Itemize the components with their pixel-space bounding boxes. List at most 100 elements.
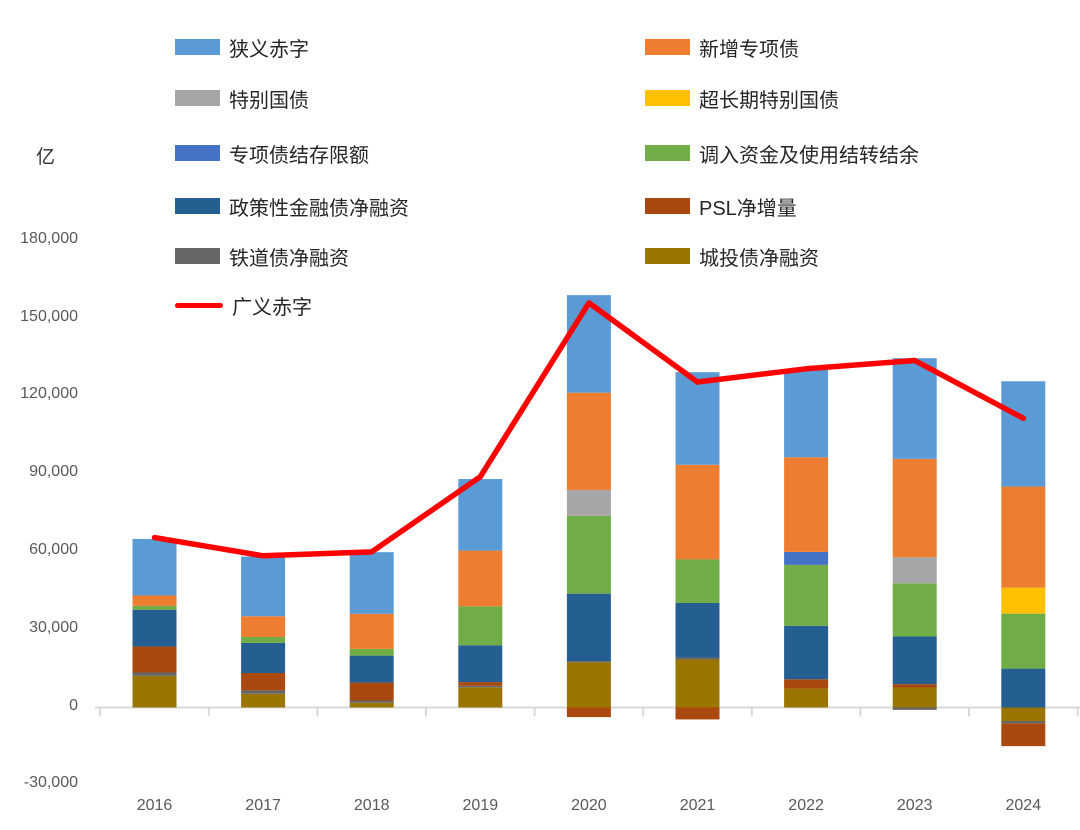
- bar-segment-2024-新增专项债: [1001, 486, 1046, 588]
- legend-item-超长期特别国债: 超长期特别国债: [645, 87, 839, 112]
- legend-item-PSL净增量: PSL净增量: [645, 195, 797, 220]
- legend-label: 铁道债净融资: [229, 247, 349, 270]
- legend-line-swatch-icon: [175, 302, 223, 308]
- bar-segment-2024-政策性金融债净融资: [1001, 668, 1046, 708]
- bar-segment-2016-狭义赤字: [132, 538, 177, 596]
- x-tick-label-2018: 2018: [353, 797, 390, 814]
- y-tick-label: 0: [69, 696, 78, 714]
- bar-segment-2016-铁道债净融资: [132, 672, 177, 676]
- bar-segment-2021-新增专项债: [675, 464, 720, 560]
- legend-swatch-icon: [175, 198, 220, 214]
- legend-label: 政策性金融债净融资: [229, 197, 409, 220]
- x-tick-label-2021: 2021: [679, 797, 716, 814]
- bar-segment-2023-政策性金融债净融资: [892, 636, 937, 685]
- bar-segment-2016-城投债净融资: [132, 675, 177, 708]
- bar-segment-2020-铁道债净融资: [566, 661, 611, 663]
- bar-segment-2016-调入资金及使用结转结余: [132, 605, 177, 610]
- legend-swatch-icon: [645, 198, 690, 214]
- x-tick-label-2019: 2019: [462, 797, 499, 814]
- bar-segment-2018-政策性金融债净融资: [349, 655, 394, 683]
- bar-segment-2023-新增专项债: [892, 458, 937, 558]
- legend-label: 城投债净融资: [699, 247, 819, 270]
- legend-swatch-icon: [645, 248, 690, 264]
- bar-segment-2018-铁道债净融资: [349, 700, 394, 703]
- bar-segment-2016-政策性金融债净融资: [132, 609, 177, 647]
- legend-swatch-icon: [175, 90, 220, 106]
- legend-label: 特别国债: [229, 89, 309, 112]
- bar-segment-2020-狭义赤字: [566, 295, 611, 393]
- legend-item-新增专项债: 新增专项债: [645, 36, 799, 61]
- bar-segment-2019-PSL净增量: [458, 682, 503, 686]
- bar-segment-2020-政策性金融债净融资: [566, 593, 611, 662]
- bar-segment-2022-专项债结存限额: [784, 551, 829, 565]
- x-tick-label-2022: 2022: [788, 797, 824, 814]
- bar-segment-2018-PSL净增量: [349, 682, 394, 701]
- y-tick-label: 150,000: [20, 307, 78, 325]
- bar-segment-2019-城投债净融资: [458, 687, 503, 708]
- bar-segment-2023-调入资金及使用结转结余: [892, 583, 937, 637]
- legend-label: 调入资金及使用结转结余: [699, 144, 919, 167]
- bar-segment-2018-城投债净融资: [349, 702, 394, 708]
- bar-segment-2023-PSL净增量: [892, 684, 937, 688]
- legend-swatch-icon: [645, 145, 690, 161]
- legend-item-调入资金及使用结转结余: 调入资金及使用结转结余: [645, 142, 919, 167]
- bar-segment-2019-铁道债净融资: [458, 685, 503, 688]
- bar-segment-2024-狭义赤字: [1001, 381, 1046, 487]
- legend-swatch-icon: [175, 39, 220, 55]
- bar-segment-2017-调入资金及使用结转结余: [241, 636, 286, 643]
- bar-segment-2022-城投债净融资: [784, 688, 829, 708]
- legend-swatch-icon: [645, 90, 690, 106]
- legend-item-狭义赤字: 狭义赤字: [175, 36, 309, 61]
- bar-segment-2020-城投债净融资: [566, 662, 611, 708]
- bar-segment-2017-城投债净融资: [241, 693, 286, 708]
- legend-item-特别国债: 特别国债: [175, 87, 309, 112]
- bar-segment-2022-新增专项债: [784, 457, 829, 552]
- bar-segment-2022-PSL净增量: [784, 679, 829, 689]
- legend-label: PSL净增量: [699, 197, 797, 220]
- bar-segment-2020-调入资金及使用结转结余: [566, 515, 611, 594]
- bar-segment-2018-调入资金及使用结转结余: [349, 648, 394, 656]
- bar-segment-2021-调入资金及使用结转结余: [675, 559, 720, 603]
- bar-segment-2020-特别国债: [566, 489, 611, 516]
- bar-segment-2022-政策性金融债净融资: [784, 625, 829, 680]
- bar-segment-2021-狭义赤字: [675, 372, 720, 465]
- legend-label: 专项债结存限额: [229, 144, 369, 167]
- bar-segment-2017-PSL净增量: [241, 673, 286, 691]
- legend-label: 超长期特别国债: [699, 89, 839, 112]
- bar-segment-2023-特别国债: [892, 557, 937, 584]
- y-tick-label: 90,000: [29, 463, 78, 481]
- bar-segment-2016-新增专项债: [132, 595, 177, 606]
- legend-label: 新增专项债: [699, 38, 799, 61]
- bar-segment-2020-PSL净增量: [566, 707, 611, 718]
- bar-segment-2022-调入资金及使用结转结余: [784, 564, 829, 626]
- bar-segment-2019-狭义赤字: [458, 479, 503, 551]
- bar-segment-2023-城投债净融资: [892, 687, 937, 708]
- legend-label: 广义赤字: [232, 296, 312, 319]
- bar-segment-2021-政策性金融债净融资: [675, 602, 720, 658]
- legend-item-铁道债净融资: 铁道债净融资: [175, 245, 349, 270]
- legend-label: 狭义赤字: [229, 38, 309, 61]
- y-tick-label: 60,000: [29, 540, 78, 558]
- x-tick-label-2024: 2024: [1005, 797, 1042, 814]
- bar-segment-2019-新增专项债: [458, 550, 503, 607]
- bar-segment-2020-新增专项债: [566, 392, 611, 490]
- bar-segment-2017-政策性金融债净融资: [241, 642, 286, 674]
- legend-swatch-icon: [175, 248, 220, 264]
- bar-segment-2021-PSL净增量: [675, 707, 720, 720]
- x-tick-label-2017: 2017: [245, 797, 281, 814]
- x-tick-label-2020: 2020: [571, 797, 607, 814]
- bar-segment-2019-政策性金融债净融资: [458, 645, 503, 683]
- x-tick-label-2016: 2016: [136, 797, 173, 814]
- legend-swatch-icon: [175, 145, 220, 161]
- bar-segment-2024-调入资金及使用结转结余: [1001, 613, 1046, 669]
- bar-segment-2024-超长期特别国债: [1001, 587, 1046, 614]
- bar-segment-2023-铁道债净融资: [892, 707, 937, 710]
- y-tick-label: 120,000: [20, 385, 78, 403]
- y-tick-label: 180,000: [20, 229, 78, 247]
- bar-segment-2022-狭义赤字: [784, 369, 829, 458]
- legend-item-专项债结存限额: 专项债结存限额: [175, 142, 369, 167]
- bar-segment-2019-调入资金及使用结转结余: [458, 606, 503, 646]
- legend-item-城投债净融资: 城投债净融资: [645, 245, 819, 270]
- y-tick-label: -30,000: [23, 774, 78, 792]
